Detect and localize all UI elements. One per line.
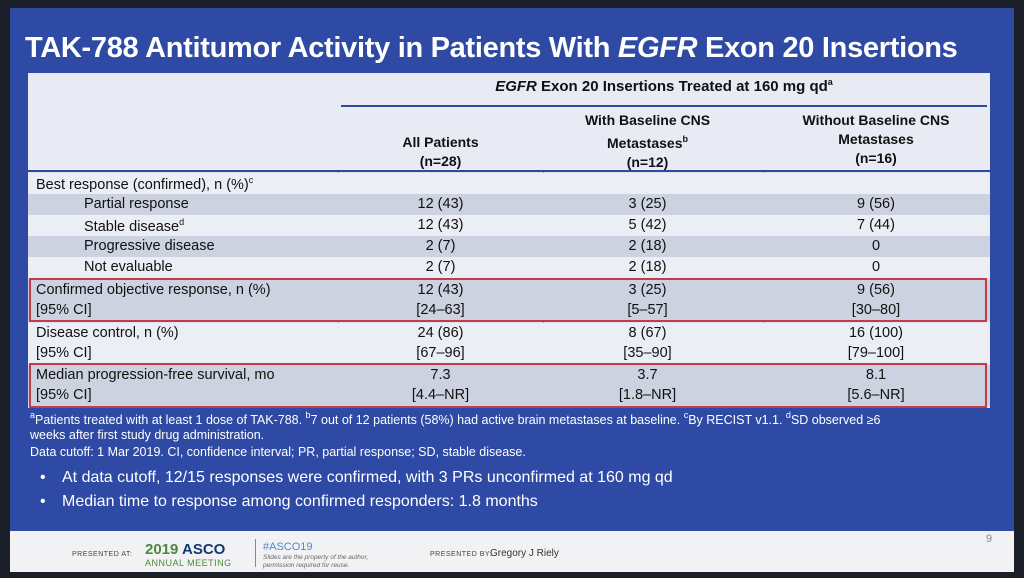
slide-title: TAK-788 Antitumor Activity in Patients W… [25,32,958,64]
highlight-box-objective-response [29,278,987,322]
table-row: Confirmed objective response, n (%) 12 (… [28,280,990,301]
hashtag: #ASCO19 [263,541,313,553]
bullet-item: • Median time to response among confirmed… [40,493,538,510]
presented-by-label: PRESENTED BY: [430,551,493,558]
table-header: EGFR Exon 20 Insertions Treated at 160 m… [28,73,990,172]
column-header-rule [28,170,990,172]
table-row: [95% CI] [67–96] [35–90] [79–100] [28,343,990,364]
footnote-line-2: weeks after first study drug administrat… [30,428,265,442]
slide: TAK-788 Antitumor Activity in Patients W… [10,8,1014,572]
column-header-all-patients: All Patients (n=28) [402,134,479,169]
table-row: Disease control, n (%) 24 (86) 8 (67) 16… [28,323,990,344]
slide-footer: PRESENTED AT: 2019 ASCO ANNUAL MEETING #… [10,531,1014,572]
table-row: Not evaluable 2 (7) 2 (18) 0 [28,257,990,278]
property-notice: Slides are the property of the author, pe… [263,554,369,569]
results-table: EGFR Exon 20 Insertions Treated at 160 m… [28,73,990,408]
column-header-with-cns: With Baseline CNS Metastasesb (n=12) [584,112,711,170]
table-row: Median progression-free survival, mo 7.3… [28,365,990,386]
bullet-item: • At data cutoff, 12/15 responses were co… [40,469,673,486]
annual-meeting-label: ANNUAL MEETING [145,558,232,568]
table-row: [95% CI] [4.4–NR] [1.8–NR] [5.6–NR] [28,385,990,406]
span-header: EGFR Exon 20 Insertions Treated at 160 m… [495,77,833,95]
presenter-name: Gregory J Riely [490,548,559,559]
footer-divider [255,539,256,567]
footnote-line-1: aPatients treated with at least 1 dose o… [30,410,881,427]
table-row: Partial response 12 (43) 3 (25) 9 (56) [28,194,990,215]
table-row: Progressive disease 2 (7) 2 (18) 0 [28,236,990,257]
column-header-without-cns: Without Baseline CNS Metastases (n=16) [802,112,950,166]
table-row: [95% CI] [24–63] [5–57] [30–80] [28,300,990,321]
asco-logo-year: 2019 [145,541,179,558]
table-row: Best response (confirmed), n (%)c [28,173,990,194]
table-row: Stable diseased 12 (43) 5 (42) 7 (44) [28,215,990,236]
presented-at-label: PRESENTED AT: [72,551,133,558]
asco-logo: ASCO [182,541,226,558]
footnote-line-3: Data cutoff: 1 Mar 2019. CI, confidence … [30,445,526,459]
page-number: 9 [986,533,993,545]
highlight-box-pfs [29,363,987,408]
header-rule [341,105,987,107]
